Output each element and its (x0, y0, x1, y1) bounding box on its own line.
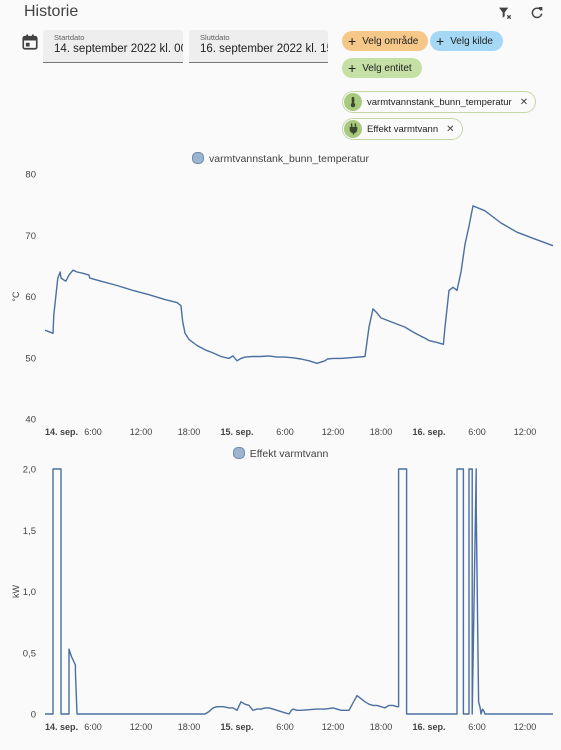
x-tick-label: 12:00 (322, 427, 345, 437)
refresh-button[interactable] (526, 2, 548, 24)
y-tick-label: 60 (25, 292, 36, 303)
y-tick-label: 40 (25, 415, 36, 426)
x-tick-label: 6:00 (468, 427, 486, 437)
x-tick-label: 18:00 (178, 427, 201, 437)
x-tick-label: 14. sep. (45, 427, 78, 437)
y-tick-label: 2,0 (23, 465, 36, 476)
y-tick-label: 0,5 (23, 648, 36, 659)
selected-entity-chip[interactable]: Effekt varmtvann ✕ (342, 118, 463, 140)
x-tick-label: 12:00 (130, 722, 153, 732)
page-header: Historie (0, 0, 561, 26)
y-tick-label: 80 (25, 170, 36, 181)
select-device-label: Velg kilde (450, 35, 493, 47)
x-tick-label: 12:00 (322, 722, 345, 732)
refresh-icon (531, 7, 543, 19)
y-tick-label: 0 (31, 710, 36, 721)
legend-marker (192, 152, 205, 164)
selected-entity-chip[interactable]: varmtvannstank_bunn_temperatur ✕ (342, 91, 537, 113)
y-axis-label: kW (11, 585, 21, 599)
x-tick-label: 15. sep. (220, 427, 253, 437)
temperature-chart[interactable]: 80 70 60 50 40 °C 14. sep. 6:00 12:00 18:00 15. se… (0, 166, 561, 444)
remove-entity-icon[interactable]: ✕ (519, 96, 529, 108)
chart-legend[interactable]: Effekt varmtvann (0, 447, 561, 460)
legend-marker (232, 447, 245, 459)
y-axis-label: °C (11, 291, 21, 302)
x-tick-label: 6:00 (84, 427, 102, 437)
x-tick-label: 15. sep. (220, 722, 253, 732)
end-date-value: 16. september 2022 kl. 15: (200, 43, 328, 55)
selected-entity-name: Effekt varmtvann (367, 123, 439, 135)
filter-remove-icon (499, 7, 512, 20)
series-line (44, 205, 554, 364)
plus-icon: + (436, 33, 445, 49)
x-tick-label: 6:00 (84, 722, 102, 732)
select-area-label: Velg område (362, 35, 419, 47)
thermometer-icon (344, 93, 362, 111)
selected-entity-name: varmtvannstank_bunn_temperatur (367, 96, 512, 108)
y-tick-label: 1,0 (23, 587, 36, 598)
history-controls: Startdato 14. september 2022 kl. 00: Slu… (0, 28, 561, 146)
plus-icon: + (348, 33, 357, 49)
plus-icon: + (348, 60, 357, 76)
select-entity-button[interactable]: + Velg entitet (342, 58, 422, 78)
x-tick-label: 12:00 (514, 722, 537, 732)
x-tick-label: 18:00 (178, 722, 201, 732)
page-title: Historie (24, 3, 79, 20)
start-date-value: 14. september 2022 kl. 00: (54, 43, 183, 55)
x-tick-label: 6:00 (276, 427, 294, 437)
start-date-field[interactable]: Startdato 14. september 2022 kl. 00: (43, 30, 183, 63)
end-date-label: Sluttdato (200, 33, 230, 42)
select-area-button[interactable]: + Velg område (342, 31, 429, 51)
select-device-button[interactable]: + Velg kilde (430, 31, 503, 51)
select-entity-label: Velg entitet (362, 62, 412, 74)
x-tick-label: 16. sep. (412, 722, 445, 732)
y-tick-label: 70 (25, 231, 36, 242)
start-date-label: Startdato (54, 33, 85, 42)
remove-entity-icon[interactable]: ✕ (446, 123, 455, 135)
legend-label: Effekt varmtvann (249, 448, 329, 460)
clear-filters-button[interactable] (494, 2, 516, 24)
x-tick-label: 14. sep. (45, 722, 78, 732)
power-chart[interactable]: 2,0 1,5 1,0 0,5 0 kW 14. sep. 6:00 12:00 18:00 15.… (0, 461, 561, 750)
x-tick-label: 12:00 (514, 427, 537, 437)
x-tick-label: 18:00 (370, 427, 393, 437)
calendar-icon-button[interactable] (21, 33, 39, 51)
x-tick-label: 16. sep. (412, 427, 445, 437)
legend-label: varmtvannstank_bunn_temperatur (209, 153, 369, 165)
x-tick-label: 6:00 (276, 722, 294, 732)
y-tick-label: 1,5 (23, 526, 36, 537)
x-tick-label: 6:00 (468, 722, 486, 732)
end-date-field[interactable]: Sluttdato 16. september 2022 kl. 15: (189, 30, 328, 63)
chart-legend[interactable]: varmtvannstank_bunn_temperatur (0, 152, 561, 165)
x-tick-label: 12:00 (130, 427, 153, 437)
power-plug-icon (344, 120, 362, 138)
series-line (45, 468, 553, 715)
x-tick-label: 18:00 (370, 722, 393, 732)
y-tick-label: 50 (25, 353, 36, 364)
calendar-icon (22, 34, 38, 50)
